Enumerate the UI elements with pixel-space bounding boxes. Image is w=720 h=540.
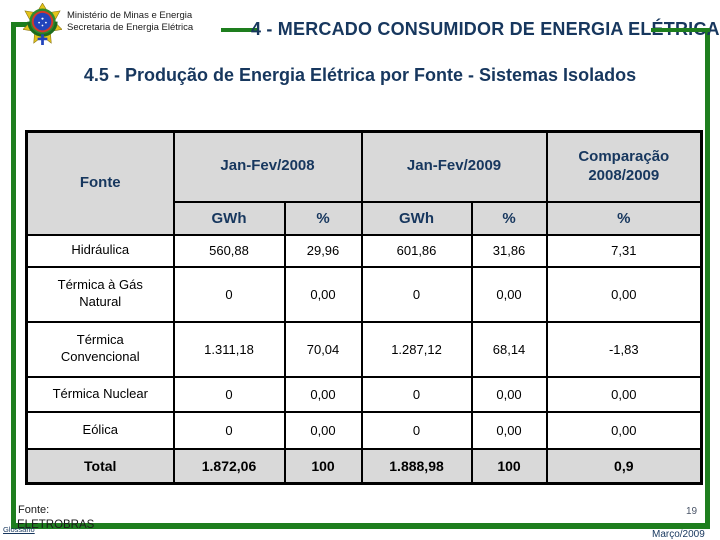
cell-comparacao: 7,31 xyxy=(545,233,703,268)
ministry-line2: Secretaria de Energia Elétrica xyxy=(67,21,194,33)
cell-pct-2008: 0,00 xyxy=(283,265,363,323)
slide-subtitle: 4.5 - Produção de Energia Elétrica por F… xyxy=(83,65,637,85)
cell-pct-2008: 29,96 xyxy=(283,233,363,268)
cell-gwh-2008: 0 xyxy=(172,375,286,413)
slide-title: 4 - MERCADO CONSUMIDOR DE ENERGIA ELÉTRI… xyxy=(251,19,720,39)
cell-gwh-2008: 0 xyxy=(172,265,286,323)
table-row-hidraulica: Hidráulica 560,88 29,96 601,86 31,86 7,3… xyxy=(25,233,703,268)
cell-gwh-2008: 1.311,18 xyxy=(172,320,286,378)
col-header-pct-2008: % xyxy=(283,200,363,236)
cell-gwh-2009: 0 xyxy=(360,410,473,450)
frame-border-right xyxy=(705,28,710,529)
cell-gwh-2008: 1.872,06 xyxy=(172,447,286,485)
cell-gwh-2009: 0 xyxy=(360,375,473,413)
page-number: 19 xyxy=(686,506,698,517)
cell-pct-2009: 68,14 xyxy=(470,320,548,378)
cell-pct-2009: 0,00 xyxy=(470,410,548,450)
frame-border-bottom xyxy=(11,523,710,529)
cell-comparacao: -1,83 xyxy=(545,320,703,378)
cell-pct-2009: 0,00 xyxy=(470,265,548,323)
cell-gwh-2009: 1.287,12 xyxy=(360,320,473,378)
cell-comparacao: 0,9 xyxy=(545,447,703,485)
col-header-gwh-2008: GWh xyxy=(172,200,286,236)
cell-comparacao: 0,00 xyxy=(545,265,703,323)
cell-pct-2008: 0,00 xyxy=(283,375,363,413)
table-header-row-units: GWh % GWh % % xyxy=(27,200,703,236)
row-label: Térmica Convencional xyxy=(25,320,175,378)
row-label: Hidráulica xyxy=(25,233,175,268)
cell-pct-2008: 100 xyxy=(283,447,363,485)
row-label: Térmica à Gás Natural xyxy=(25,265,175,323)
frame-border-left xyxy=(11,22,16,529)
table-row-termica-convencional: Térmica Convencional 1.311,18 70,04 1.28… xyxy=(25,320,703,378)
cell-gwh-2009: 601,86 xyxy=(360,233,473,268)
slide-date: Março/2009 xyxy=(652,529,705,540)
row-label: Total xyxy=(25,447,175,485)
table-header-row-groups: Fonte Jan-Fev/2008 Jan-Fev/2009 Comparaç… xyxy=(25,130,703,236)
source-label: Fonte: xyxy=(18,504,50,516)
cell-comparacao: 0,00 xyxy=(545,375,703,413)
cell-gwh-2008: 0 xyxy=(172,410,286,450)
cell-pct-2008: 0,00 xyxy=(283,410,363,450)
glossary-link[interactable]: Glossário xyxy=(3,525,35,534)
row-label: Eólica xyxy=(25,410,175,450)
col-header-2008: Jan-Fev/2008 xyxy=(172,130,363,203)
col-header-2009: Jan-Fev/2009 xyxy=(360,130,548,203)
source-name: ELETROBRAS xyxy=(17,519,95,531)
col-header-fonte: Fonte xyxy=(25,130,175,236)
col-header-pct-2009: % xyxy=(470,200,548,236)
table-row-total: Total 1.872,06 100 1.888,98 100 0,9 xyxy=(25,447,703,485)
cell-gwh-2008: 560,88 xyxy=(172,233,286,268)
table-row-termica-nuclear: Térmica Nuclear 0 0,00 0 0,00 0,00 xyxy=(25,375,703,413)
frame-border-top-stub xyxy=(11,22,31,27)
frame-title-dash xyxy=(221,28,258,32)
cell-pct-2009: 31,86 xyxy=(470,233,548,268)
table-row-termica-gas: Térmica à Gás Natural 0 0,00 0 0,00 0,00 xyxy=(25,265,703,323)
energy-production-table: Fonte Jan-Fev/2008 Jan-Fev/2009 Comparaç… xyxy=(25,130,704,485)
col-header-comparacao: Comparação 2008/2009 xyxy=(545,130,703,203)
cell-pct-2009: 100 xyxy=(470,447,548,485)
brazil-coat-of-arms-icon xyxy=(23,3,62,45)
frame-border-top-right xyxy=(651,28,710,32)
cell-comparacao: 0,00 xyxy=(545,410,703,450)
ministry-name: Ministério de Minas e Energia Secretaria… xyxy=(67,10,193,33)
cell-gwh-2009: 0 xyxy=(360,265,473,323)
cell-pct-2009: 0,00 xyxy=(470,375,548,413)
table-row-eolica: Eólica 0 0,00 0 0,00 0,00 xyxy=(25,410,703,450)
cell-pct-2008: 70,04 xyxy=(283,320,363,378)
col-header-gwh-2009: GWh xyxy=(360,200,473,236)
row-label: Térmica Nuclear xyxy=(25,375,175,413)
cell-gwh-2009: 1.888,98 xyxy=(360,447,473,485)
ministry-line1: Ministério de Minas e Energia xyxy=(67,10,193,21)
col-header-pct-comp: % xyxy=(545,200,703,236)
